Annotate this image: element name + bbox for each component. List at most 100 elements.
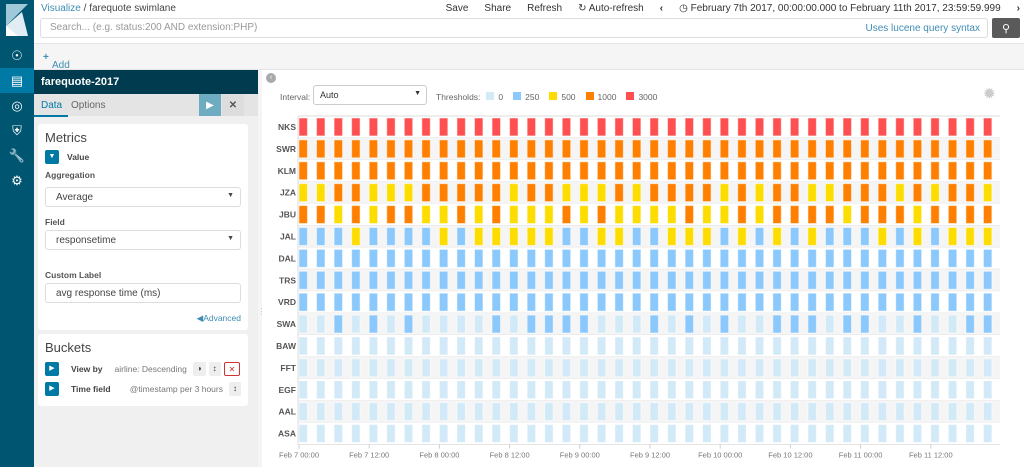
swimlane-cell[interactable] [807,183,817,203]
swimlane-cell[interactable] [438,270,449,290]
swimlane-cell[interactable] [754,358,765,378]
swimlane-cell[interactable] [807,248,817,268]
swimlane-cell[interactable] [807,205,817,225]
swimlane-cell[interactable] [561,227,572,246]
swimlane-cell[interactable] [631,402,642,422]
swimlane-cell[interactable] [842,205,852,225]
swimlane-cell[interactable] [316,402,326,422]
swimlane-cell[interactable] [368,292,379,312]
swimlane-cell[interactable] [386,292,396,312]
swimlane-cell[interactable] [316,314,326,334]
swimlane-cell[interactable] [947,424,958,444]
swimlane-cell[interactable] [509,139,519,159]
swimlane-cell[interactable] [579,424,589,444]
swimlane-cell[interactable] [965,139,975,159]
swimlane-cell[interactable] [860,292,870,312]
swimlane-cell[interactable] [667,117,677,137]
swimlane-cell[interactable] [789,117,800,137]
swimlane-cell[interactable] [421,336,431,356]
swimlane-cell[interactable] [895,205,905,225]
swimlane-cell[interactable] [789,248,800,268]
swimlane-cell[interactable] [877,117,888,137]
time-forward-chevron-icon[interactable]: › [1016,3,1020,14]
swimlane-cell[interactable] [631,292,642,312]
swimlane-cell[interactable] [737,227,747,246]
swimlane-cell[interactable] [491,292,501,312]
swimlane-cell[interactable] [596,161,607,181]
swimlane-cell[interactable] [614,358,624,378]
swimlane-cell[interactable] [456,424,466,444]
breadcrumb-visualize-link[interactable]: Visualize [41,3,81,14]
swimlane-cell[interactable] [772,358,782,378]
swimlane-cell[interactable] [667,139,677,159]
swimlane-cell[interactable] [772,314,782,334]
swimlane-cell[interactable] [912,314,923,334]
swimlane-cell[interactable] [754,270,765,290]
swimlane-cell[interactable] [438,139,449,159]
swimlane-cell[interactable] [702,314,712,334]
swimlane-cell[interactable] [298,117,308,137]
swimlane-cell[interactable] [772,292,782,312]
swimlane-cell[interactable] [930,183,940,203]
swimlane-cell[interactable] [877,248,888,268]
swimlane-cell[interactable] [930,336,940,356]
swimlane-cell[interactable] [403,358,414,378]
swimlane-cell[interactable] [333,380,344,400]
swimlane-cell[interactable] [333,358,344,378]
kibana-logo[interactable] [0,0,34,40]
swimlane-cell[interactable] [684,270,695,290]
swimlane-cell[interactable] [316,248,326,268]
swimlane-cell[interactable] [544,292,554,312]
swimlane-cell[interactable] [386,248,396,268]
chevron-right-icon[interactable]: ▶ [45,382,59,396]
swimlane-cell[interactable] [807,336,817,356]
swimlane-cell[interactable] [684,292,695,312]
swimlane-cell[interactable] [667,161,677,181]
swimlane-cell[interactable] [316,270,326,290]
swimlane-cell[interactable] [877,205,888,225]
swimlane-cell[interactable] [702,139,712,159]
swimlane-cell[interactable] [702,183,712,203]
swimlane-cell[interactable] [526,248,537,268]
swimlane-cell[interactable] [579,380,589,400]
swimlane-cell[interactable] [772,424,782,444]
swimlane-cell[interactable] [895,402,905,422]
swimlane-cell[interactable] [474,424,484,444]
swimlane-cell[interactable] [509,314,519,334]
swimlane-cell[interactable] [614,270,624,290]
swimlane-cell[interactable] [474,358,484,378]
swimlane-cell[interactable] [825,314,835,334]
swimlane-cell[interactable] [403,380,414,400]
swimlane-cell[interactable] [754,205,765,225]
swimlane-cell[interactable] [789,314,800,334]
swimlane-cell[interactable] [684,248,695,268]
swimlane-cell[interactable] [351,205,361,225]
swimlane-cell[interactable] [596,336,607,356]
swimlane-cell[interactable] [456,205,466,225]
swimlane-cell[interactable] [561,336,572,356]
swimlane-cell[interactable] [912,205,923,225]
swimlane-cell[interactable] [316,380,326,400]
swimlane-cell[interactable] [649,161,659,181]
swimlane-cell[interactable] [421,270,431,290]
swimlane-cell[interactable] [860,161,870,181]
swimlane-cell[interactable] [596,402,607,422]
advanced-toggle-link[interactable]: ◀Advanced [196,313,241,323]
swimlane-cell[interactable] [719,117,730,137]
swimlane-cell[interactable] [772,380,782,400]
swimlane-cell[interactable] [544,183,554,203]
swimlane-cell[interactable] [947,205,958,225]
swimlane-cell[interactable] [544,205,554,225]
swimlane-cell[interactable] [351,292,361,312]
swimlane-cell[interactable] [895,424,905,444]
swimlane-cell[interactable] [772,248,782,268]
swimlane-cell[interactable] [982,205,993,225]
swimlane-cell[interactable] [596,183,607,203]
swimlane-cell[interactable] [491,117,501,137]
swimlane-cell[interactable] [579,270,589,290]
swimlane-cell[interactable] [754,117,765,137]
swimlane-cell[interactable] [298,424,308,444]
swimlane-cell[interactable] [509,248,519,268]
remove-bucket-button[interactable]: ✕ [223,362,241,376]
swimlane-cell[interactable] [965,380,975,400]
